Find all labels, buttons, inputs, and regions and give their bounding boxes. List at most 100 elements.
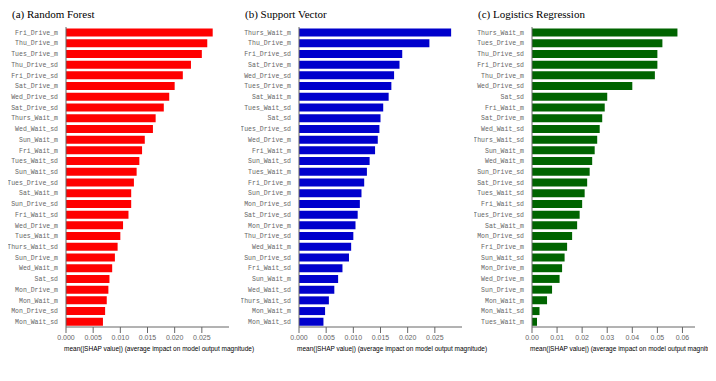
svg-text:Sat_Drive_sd: Sat_Drive_sd xyxy=(11,105,58,112)
svg-text:Tues_Drive_m: Tues_Drive_m xyxy=(11,51,58,58)
svg-text:Fri_Wait_m: Fri_Wait_m xyxy=(19,148,58,155)
svg-text:Thurs_Wait_m: Thurs_Wait_m xyxy=(477,30,524,37)
svg-text:Tues_Wait_m: Tues_Wait_m xyxy=(15,233,58,240)
svg-text:0.025: 0.025 xyxy=(426,334,444,341)
svg-text:Thu_Drive_sd: Thu_Drive_sd xyxy=(244,233,291,240)
svg-text:Fri_Wait_sd: Fri_Wait_sd xyxy=(248,265,291,272)
svg-text:Mon_Drive_m: Mon_Drive_m xyxy=(481,265,524,272)
svg-text:Sun_Wait_sd: Sun_Wait_sd xyxy=(15,169,58,176)
svg-text:Tues_Drive_m: Tues_Drive_m xyxy=(477,40,524,47)
svg-text:Sat_sd: Sat_sd xyxy=(35,276,59,283)
svg-text:Wed_Drive_m: Wed_Drive_m xyxy=(15,223,58,230)
svg-text:0.04: 0.04 xyxy=(625,334,639,341)
svg-text:Thu_Drive_m: Thu_Drive_m xyxy=(15,40,58,47)
svg-text:0.010: 0.010 xyxy=(112,334,130,341)
svg-text:Thurs_Wait_m: Thurs_Wait_m xyxy=(11,115,58,122)
svg-text:Sun_Wait_m: Sun_Wait_m xyxy=(252,276,291,283)
svg-text:Wed_Wait_sd: Wed_Wait_sd xyxy=(481,126,524,133)
svg-text:Fri_Drive_sd: Fri_Drive_sd xyxy=(11,73,58,80)
svg-text:Thurs_Wait_sd: Thurs_Wait_sd xyxy=(474,137,524,144)
svg-text:Mon_Drive_sd: Mon_Drive_sd xyxy=(11,308,58,315)
svg-text:Fri_Drive_m: Fri_Drive_m xyxy=(15,30,58,37)
svg-text:Tues_Wait_sd: Tues_Wait_sd xyxy=(11,158,58,165)
svg-text:Fri_Drive_sd: Fri_Drive_sd xyxy=(477,62,524,69)
svg-text:Mon_Wait_sd: Mon_Wait_sd xyxy=(15,319,58,326)
svg-text:Mon_Drive_sd: Mon_Drive_sd xyxy=(244,201,291,208)
svg-text:Wed_Wait_m: Wed_Wait_m xyxy=(19,265,58,272)
svg-text:0.025: 0.025 xyxy=(193,334,211,341)
svg-text:Fri_Wait_m: Fri_Wait_m xyxy=(485,105,524,112)
svg-text:Mon_Wait_m: Mon_Wait_m xyxy=(252,308,291,315)
svg-text:Thurs_Wait_m: Thurs_Wait_m xyxy=(244,30,291,37)
svg-text:0.010: 0.010 xyxy=(345,334,363,341)
svg-text:Wed_Wait_m: Wed_Wait_m xyxy=(485,158,524,165)
svg-text:Sat_Drive_sd: Sat_Drive_sd xyxy=(244,212,291,219)
svg-text:Wed_Drive_sd: Wed_Drive_sd xyxy=(244,73,291,80)
svg-text:Sun_Wait_m: Sun_Wait_m xyxy=(485,148,524,155)
svg-text:Wed_Drive_m: Wed_Drive_m xyxy=(248,137,291,144)
svg-text:0.02: 0.02 xyxy=(575,334,589,341)
svg-text:Sun_Drive_m: Sun_Drive_m xyxy=(15,255,58,262)
svg-text:Sat_Drive_sd: Sat_Drive_sd xyxy=(477,180,524,187)
svg-text:Sun_Drive_sd: Sun_Drive_sd xyxy=(477,169,524,176)
svg-text:0.05: 0.05 xyxy=(651,334,665,341)
svg-text:Mon_Drive_m: Mon_Drive_m xyxy=(248,223,291,230)
svg-text:Sat_Wait_m: Sat_Wait_m xyxy=(485,223,524,230)
svg-text:Sat_Wait_m: Sat_Wait_m xyxy=(252,94,291,101)
svg-text:Thurs_Wait_sd: Thurs_Wait_sd xyxy=(241,298,291,305)
svg-text:Wed_Drive_m: Wed_Drive_m xyxy=(481,276,524,283)
svg-text:Sat_Drive_m: Sat_Drive_m xyxy=(481,115,524,122)
svg-text:Tues_Drive_m: Tues_Drive_m xyxy=(244,83,291,90)
svg-text:Fri_Drive_sd: Fri_Drive_sd xyxy=(244,51,291,58)
svg-text:Tues_Wait_m: Tues_Wait_m xyxy=(481,319,524,326)
svg-text:Wed_Drive_sd: Wed_Drive_sd xyxy=(11,94,58,101)
svg-text:Sun_Drive_m: Sun_Drive_m xyxy=(248,190,291,197)
svg-text:0.015: 0.015 xyxy=(139,334,157,341)
svg-text:0.005: 0.005 xyxy=(317,334,335,341)
svg-text:Wed_Wait_sd: Wed_Wait_sd xyxy=(248,287,291,294)
svg-text:Thurs_Wait_sd: Thurs_Wait_sd xyxy=(8,244,58,251)
svg-text:Fri_Drive_m: Fri_Drive_m xyxy=(248,180,291,187)
svg-text:Fri_Wait_sd: Fri_Wait_sd xyxy=(481,201,524,208)
svg-text:Fri_Wait_m: Fri_Wait_m xyxy=(252,148,291,155)
svg-text:Tues_Drive_sd: Tues_Drive_sd xyxy=(474,212,524,219)
svg-text:0.06: 0.06 xyxy=(676,334,690,341)
svg-text:Mon_Drive_m: Mon_Drive_m xyxy=(15,287,58,294)
svg-text:Thu_Drive_sd: Thu_Drive_sd xyxy=(477,51,524,58)
svg-text:Sun_Wait_sd: Sun_Wait_sd xyxy=(481,255,524,262)
svg-text:0.000: 0.000 xyxy=(57,334,75,341)
svg-text:Sun_Wait_sd: Sun_Wait_sd xyxy=(248,158,291,165)
svg-text:Mon_Wait_sd: Mon_Wait_sd xyxy=(248,319,291,326)
svg-text:Tues_Wait_sd: Tues_Wait_sd xyxy=(477,190,524,197)
svg-text:Tues_Drive_sd: Tues_Drive_sd xyxy=(241,126,291,133)
svg-text:Wed_Wait_sd: Wed_Wait_sd xyxy=(15,126,58,133)
svg-text:0.000: 0.000 xyxy=(290,334,308,341)
svg-text:Sun_Wait_m: Sun_Wait_m xyxy=(19,137,58,144)
svg-text:Sat_Wait_m: Sat_Wait_m xyxy=(19,190,58,197)
svg-text:Wed_Wait_m: Wed_Wait_m xyxy=(252,244,291,251)
svg-text:0.01: 0.01 xyxy=(550,334,564,341)
svg-text:Mon_Wait_m: Mon_Wait_m xyxy=(485,298,524,305)
svg-text:0.00: 0.00 xyxy=(525,334,539,341)
svg-text:Sat_sd: Sat_sd xyxy=(268,115,292,122)
svg-text:Mon_Wait_sd: Mon_Wait_sd xyxy=(481,308,524,315)
svg-text:Tues_Wait_m: Tues_Wait_m xyxy=(248,169,291,176)
svg-text:Thu_Drive_m: Thu_Drive_m xyxy=(481,73,524,80)
svg-text:0.020: 0.020 xyxy=(166,334,184,341)
svg-text:0.005: 0.005 xyxy=(84,334,102,341)
svg-text:Fri_Wait_sd: Fri_Wait_sd xyxy=(15,212,58,219)
svg-text:0.015: 0.015 xyxy=(372,334,390,341)
svg-text:Sun_Drive_sd: Sun_Drive_sd xyxy=(11,201,58,208)
svg-text:Wed_Drive_sd: Wed_Drive_sd xyxy=(477,83,524,90)
svg-text:Thu_Drive_m: Thu_Drive_m xyxy=(248,40,291,47)
svg-text:Sun_Drive_m: Sun_Drive_m xyxy=(481,287,524,294)
svg-text:0.03: 0.03 xyxy=(600,334,614,341)
svg-text:Tues_Drive_sd: Tues_Drive_sd xyxy=(8,180,58,187)
svg-text:Tues_Wait_sd: Tues_Wait_sd xyxy=(244,105,291,112)
svg-text:Sat_sd: Sat_sd xyxy=(501,94,525,101)
svg-text:Sat_Drive_m: Sat_Drive_m xyxy=(248,62,291,69)
svg-text:Mon_Wait_m: Mon_Wait_m xyxy=(19,298,58,305)
svg-text:Sat_Drive_m: Sat_Drive_m xyxy=(15,83,58,90)
svg-text:Sun_Drive_sd: Sun_Drive_sd xyxy=(244,255,291,262)
svg-text:Mon_Drive_sd: Mon_Drive_sd xyxy=(477,233,524,240)
